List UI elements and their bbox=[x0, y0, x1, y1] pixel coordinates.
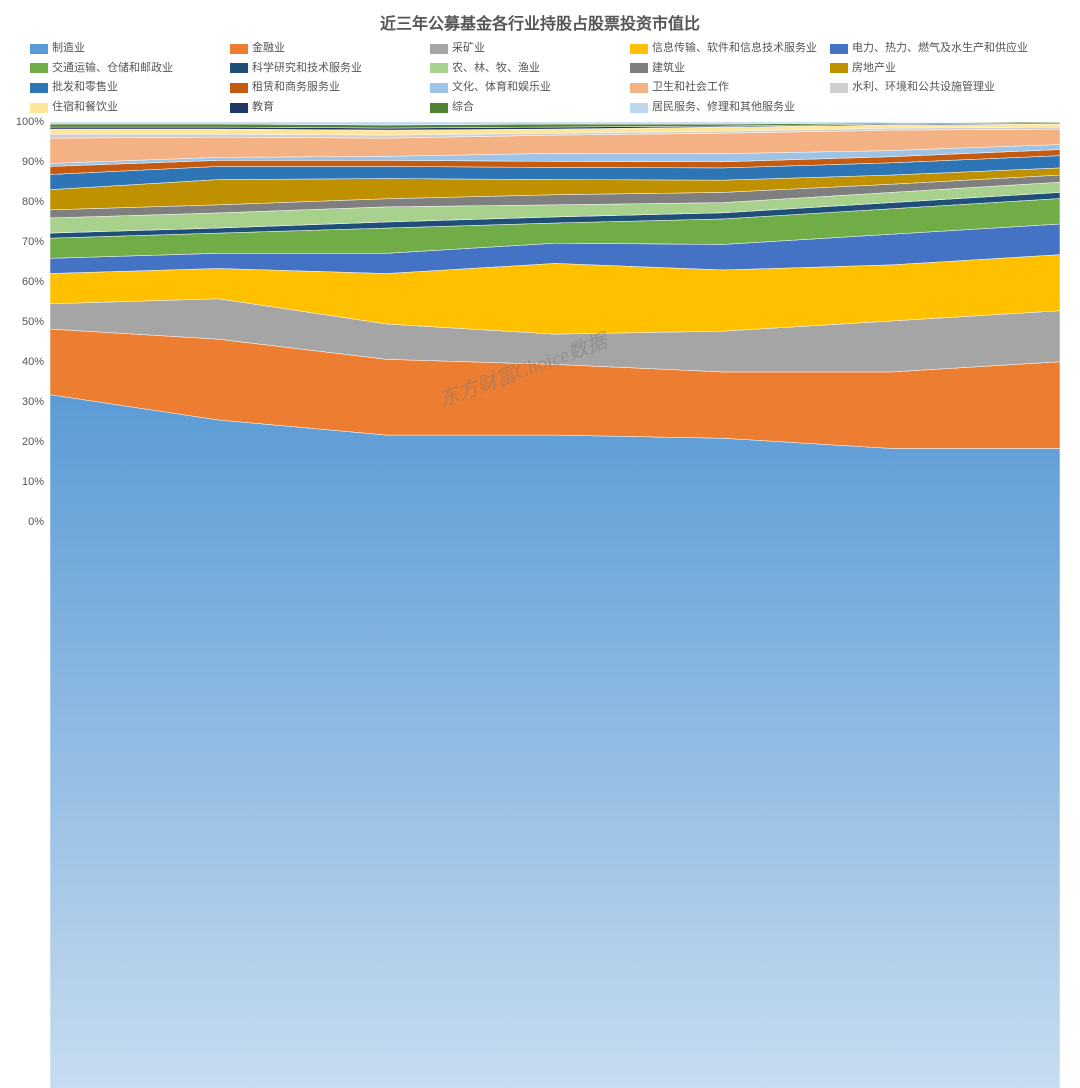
y-tick-label: 100% bbox=[16, 116, 44, 128]
plot-area: 东方财富Choice数据 0%10%20%30%40%50%60%70%80%9… bbox=[50, 122, 1060, 522]
legend-label: 批发和零售业 bbox=[52, 79, 118, 97]
legend-swatch bbox=[630, 83, 648, 93]
legend-label: 金融业 bbox=[252, 40, 285, 58]
legend: 制造业 金融业 采矿业 信息传输、软件和信息技术服务业 电力、热力、燃气及水生产和供应业… bbox=[0, 40, 1080, 122]
legend-label: 采矿业 bbox=[452, 40, 485, 58]
legend-item: 文化、体育和娱乐业 bbox=[430, 79, 630, 97]
legend-label: 科学研究和技术服务业 bbox=[252, 60, 362, 78]
legend-label: 文化、体育和娱乐业 bbox=[452, 79, 551, 97]
legend-swatch bbox=[430, 63, 448, 73]
legend-swatch bbox=[30, 83, 48, 93]
legend-swatch bbox=[430, 44, 448, 54]
y-tick-label: 50% bbox=[22, 316, 44, 328]
y-tick-label: 90% bbox=[22, 156, 44, 168]
legend-label: 电力、热力、燃气及水生产和供应业 bbox=[852, 40, 1028, 58]
legend-swatch bbox=[430, 83, 448, 93]
legend-label: 制造业 bbox=[52, 40, 85, 58]
legend-swatch bbox=[230, 83, 248, 93]
legend-item: 采矿业 bbox=[430, 40, 630, 58]
legend-label: 建筑业 bbox=[652, 60, 685, 78]
legend-item: 卫生和社会工作 bbox=[630, 79, 830, 97]
legend-item: 制造业 bbox=[30, 40, 230, 58]
legend-label: 综合 bbox=[452, 99, 474, 117]
legend-item: 租赁和商务服务业 bbox=[230, 79, 430, 97]
legend-item: 住宿和餐饮业 bbox=[30, 99, 230, 117]
legend-label: 交通运输、仓储和邮政业 bbox=[52, 60, 173, 78]
legend-swatch bbox=[230, 63, 248, 73]
y-tick-label: 10% bbox=[22, 476, 44, 488]
chart-title: 近三年公募基金各行业持股占股票投资市值比 bbox=[0, 0, 1080, 40]
legend-swatch bbox=[830, 63, 848, 73]
legend-item: 金融业 bbox=[230, 40, 430, 58]
legend-swatch bbox=[30, 63, 48, 73]
legend-swatch bbox=[30, 44, 48, 54]
legend-swatch bbox=[230, 103, 248, 113]
legend-item: 房地产业 bbox=[830, 60, 1030, 78]
stacked-area-plot bbox=[50, 122, 1060, 1088]
legend-label: 居民服务、修理和其他服务业 bbox=[652, 99, 795, 117]
y-tick-label: 80% bbox=[22, 196, 44, 208]
legend-swatch bbox=[230, 44, 248, 54]
y-tick-label: 20% bbox=[22, 436, 44, 448]
legend-label: 房地产业 bbox=[852, 60, 896, 78]
legend-swatch bbox=[830, 83, 848, 93]
legend-label: 教育 bbox=[252, 99, 274, 117]
legend-item: 建筑业 bbox=[630, 60, 830, 78]
legend-item: 交通运输、仓储和邮政业 bbox=[30, 60, 230, 78]
legend-label: 农、林、牧、渔业 bbox=[452, 60, 540, 78]
y-tick-label: 40% bbox=[22, 356, 44, 368]
legend-label: 租赁和商务服务业 bbox=[252, 79, 340, 97]
legend-item: 综合 bbox=[430, 99, 630, 117]
legend-swatch bbox=[630, 103, 648, 113]
legend-label: 信息传输、软件和信息技术服务业 bbox=[652, 40, 817, 58]
legend-item: 科学研究和技术服务业 bbox=[230, 60, 430, 78]
legend-swatch bbox=[630, 63, 648, 73]
legend-item: 农、林、牧、渔业 bbox=[430, 60, 630, 78]
legend-label: 卫生和社会工作 bbox=[652, 79, 729, 97]
legend-swatch bbox=[30, 103, 48, 113]
legend-swatch bbox=[830, 44, 848, 54]
legend-swatch bbox=[630, 44, 648, 54]
area-series bbox=[50, 395, 1060, 1088]
legend-item: 批发和零售业 bbox=[30, 79, 230, 97]
legend-label: 住宿和餐饮业 bbox=[52, 99, 118, 117]
legend-swatch bbox=[430, 103, 448, 113]
y-tick-label: 0% bbox=[28, 516, 44, 528]
y-tick-label: 60% bbox=[22, 276, 44, 288]
legend-item: 水利、环境和公共设施管理业 bbox=[830, 79, 1030, 97]
legend-item: 电力、热力、燃气及水生产和供应业 bbox=[830, 40, 1030, 58]
legend-item: 教育 bbox=[230, 99, 430, 117]
legend-item: 信息传输、软件和信息技术服务业 bbox=[630, 40, 830, 58]
legend-item: 居民服务、修理和其他服务业 bbox=[630, 99, 830, 117]
y-tick-label: 30% bbox=[22, 396, 44, 408]
y-tick-label: 70% bbox=[22, 236, 44, 248]
legend-label: 水利、环境和公共设施管理业 bbox=[852, 79, 995, 97]
